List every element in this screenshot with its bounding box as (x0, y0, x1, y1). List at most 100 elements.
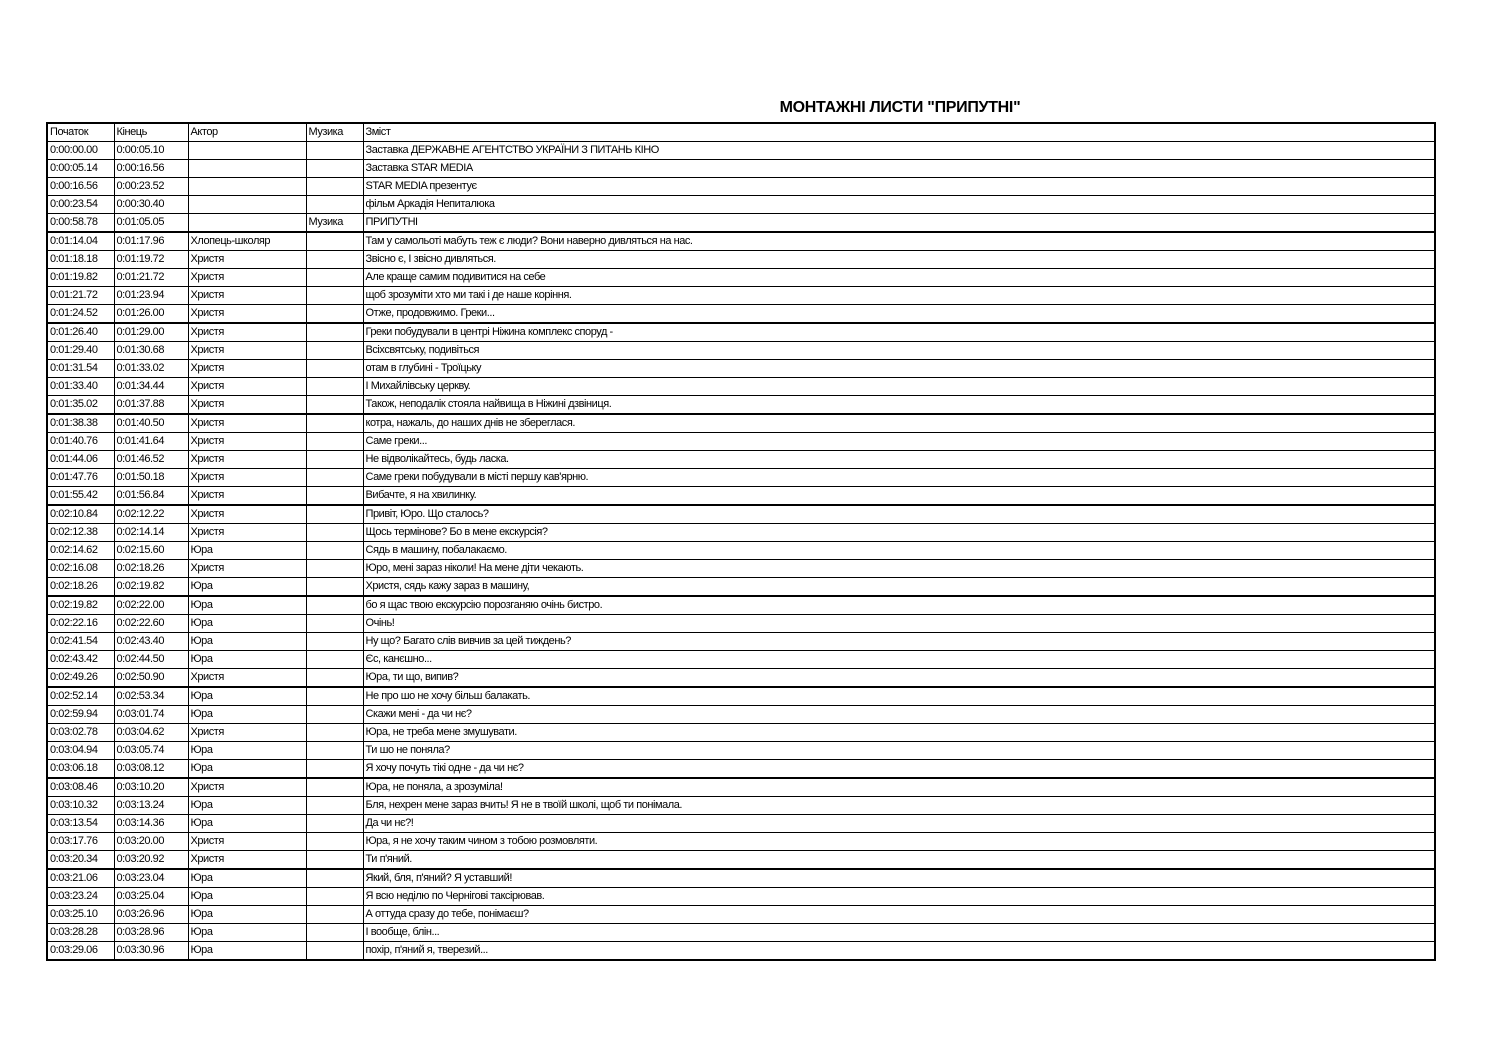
cell-end: 0:03:05.74 (113, 741, 189, 760)
cell-end: 0:01:30.68 (113, 341, 189, 360)
cell-actor: Христя (187, 668, 307, 688)
cell-actor: Христя (187, 723, 307, 742)
cell-actor (187, 213, 307, 233)
cell-music (305, 814, 364, 833)
cell-start: 0:03:06.18 (46, 759, 115, 779)
cell-start: 0:02:16.08 (46, 559, 115, 578)
cell-end: 0:03:23.04 (113, 868, 189, 888)
cell-start: 0:01:21.72 (46, 286, 115, 305)
cell-start: 0:01:31.54 (46, 359, 115, 378)
cell-start: 0:02:43.42 (46, 650, 115, 669)
cell-end: 0:02:22.00 (113, 595, 189, 615)
cell-actor: Христя (187, 432, 307, 451)
cell-start: 0:01:19.82 (46, 268, 115, 287)
cell-content: ПРИПУТНІ (362, 213, 1436, 233)
header-row: Початок Кінець Актор Музика Зміст (46, 122, 1436, 142)
cell-content: фільм Аркадія Непиталюка (362, 195, 1436, 214)
cell-end: 0:03:14.36 (113, 814, 189, 833)
document-title: МОНТАЖНІ ЛИСТИ "ПРИПУТНІ" (779, 99, 1021, 116)
cell-content: І вообще, блін... (362, 923, 1436, 942)
cell-end: 0:00:16.56 (113, 159, 189, 178)
cell-music (305, 486, 364, 506)
cell-music (305, 832, 364, 851)
cell-actor (187, 159, 307, 178)
cell-content: Да чи нє?! (362, 814, 1436, 833)
table-row: 0:03:02.78 0:03:04.62 Христя Юра, не треба … (46, 723, 1436, 742)
cell-start: 0:01:18.18 (46, 250, 115, 269)
table-row: 0:01:14.04 0:01:17.96 Хлопець-школяр Там у … (46, 231, 1436, 251)
cell-end: 0:03:04.62 (113, 723, 189, 742)
cell-end: 0:02:22.60 (113, 614, 189, 633)
cell-end: 0:03:13.24 (113, 796, 189, 815)
cell-actor: Христя (187, 559, 307, 578)
cell-music (305, 923, 364, 942)
cell-actor: Юра (187, 577, 307, 597)
cell-actor: Христя (187, 523, 307, 542)
cell-music (305, 432, 364, 451)
cell-end: 0:01:17.96 (113, 231, 189, 251)
cell-content: Отже, продовжимо. Греки... (362, 304, 1436, 324)
cell-end: 0:01:05.05 (113, 213, 189, 233)
cell-actor: Юра (187, 686, 307, 706)
cell-end: 0:03:10.20 (113, 777, 189, 797)
cell-start: 0:02:41.54 (46, 632, 115, 651)
cell-start: 0:01:26.40 (46, 322, 115, 342)
cell-content: бо я щас твою екскурсію порозганяю очінь… (362, 595, 1436, 615)
table-row: 0:01:29.40 0:01:30.68 Христя Всіхсвятську, … (46, 341, 1436, 360)
cell-music (305, 377, 364, 396)
cell-end: 0:01:21.72 (113, 268, 189, 287)
cell-music (305, 777, 364, 797)
cell-content: Ну що? Багато слів вивчив за цей тиждень… (362, 632, 1436, 651)
table-row: 0:01:47.76 0:01:50.18 Христя Саме греки поб… (46, 468, 1436, 487)
cell-content: Юра, не треба мене змушувати. (362, 723, 1436, 742)
table-row: 0:01:55.42 0:01:56.84 Христя Вибачте, я на … (46, 486, 1436, 506)
cell-end: 0:01:19.72 (113, 250, 189, 269)
cell-start: 0:03:08.46 (46, 777, 115, 797)
cell-actor (187, 177, 307, 196)
cell-content: котра, нажаль, до наших днів не зберегла… (362, 413, 1436, 433)
cell-content: Звісно є, І звісно дивляться. (362, 250, 1436, 269)
cell-content: Не відволікайтесь, будь ласка. (362, 450, 1436, 469)
cell-end: 0:01:41.64 (113, 432, 189, 451)
cell-end: 0:02:50.90 (113, 668, 189, 688)
cell-end: 0:01:40.50 (113, 413, 189, 433)
cell-start: 0:03:10.32 (46, 796, 115, 815)
cell-start: 0:00:16.56 (46, 177, 115, 196)
cell-music (305, 286, 364, 305)
cell-actor: Христя (187, 341, 307, 360)
cell-end: 0:03:20.00 (113, 832, 189, 851)
cell-music (305, 668, 364, 688)
table-row: 0:02:16.08 0:02:18.26 Христя Юро, мені зара… (46, 559, 1436, 578)
cell-end: 0:00:30.40 (113, 195, 189, 214)
cell-music (305, 759, 364, 779)
cell-music (305, 741, 364, 760)
table-row: 0:01:26.40 0:01:29.00 Христя Греки побудува… (46, 322, 1436, 342)
cell-actor: Христя (187, 486, 307, 506)
cell-music (305, 541, 364, 560)
table-row: 0:02:14.62 0:02:15.60 Юра Сядь в машину, по… (46, 541, 1436, 560)
table-row: 0:01:38.38 0:01:40.50 Христя котра, нажаль,… (46, 413, 1436, 433)
column-header-start: Початок (46, 122, 115, 142)
table-row: 0:01:19.82 0:01:21.72 Христя Але краще сами… (46, 268, 1436, 287)
cell-end: 0:02:44.50 (113, 650, 189, 669)
cell-start: 0:02:59.94 (46, 705, 115, 724)
cell-actor: Христя (187, 450, 307, 469)
cell-content: І Михайлівську церкву. (362, 377, 1436, 396)
cell-start: 0:02:19.82 (46, 595, 115, 615)
cell-actor: Христя (187, 395, 307, 415)
cell-end: 0:02:18.26 (113, 559, 189, 578)
cell-start: 0:01:35.02 (46, 395, 115, 415)
cell-music (305, 450, 364, 469)
cell-start: 0:02:18.26 (46, 577, 115, 597)
cell-content: Щось термінове? Бо в мене екскурсія? (362, 523, 1436, 542)
cell-music (305, 341, 364, 360)
cell-start: 0:03:25.10 (46, 905, 115, 924)
table-row: 0:03:20.34 0:03:20.92 Христя Ти п'яний. (46, 850, 1436, 870)
cell-end: 0:02:53.34 (113, 686, 189, 706)
cell-actor: Юра (187, 741, 307, 760)
cell-music (305, 304, 364, 324)
cell-start: 0:02:10.84 (46, 504, 115, 524)
table-row: 0:02:59.94 0:03:01.74 Юра Скажи мені - да ч… (46, 705, 1436, 724)
cell-actor: Юра (187, 595, 307, 615)
table-row: 0:03:08.46 0:03:10.20 Христя Юра, не поняла… (46, 777, 1436, 797)
